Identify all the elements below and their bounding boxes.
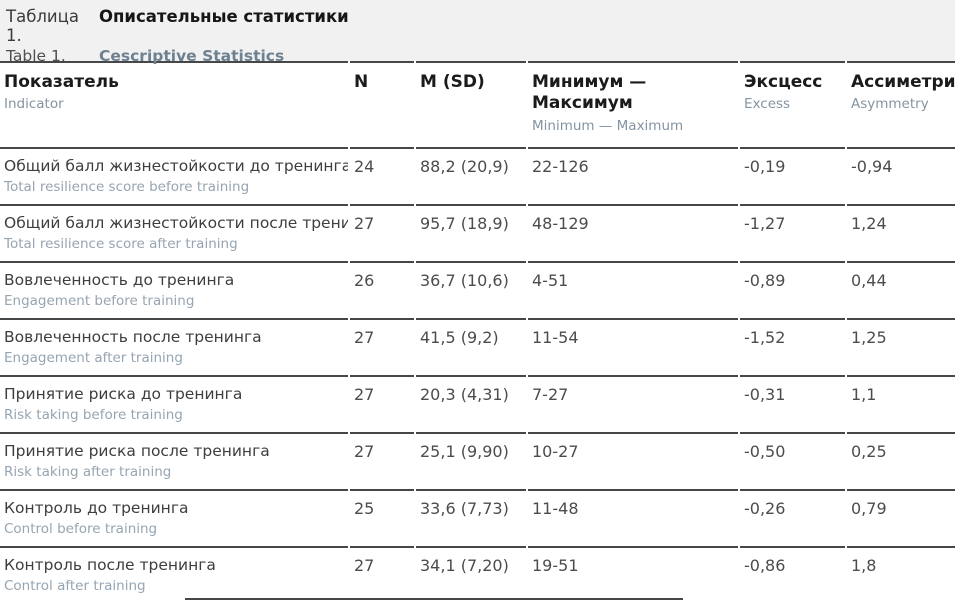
- indicator-en: Risk taking before training: [4, 407, 183, 424]
- min-max-cell: 10-27: [528, 432, 738, 489]
- column-header-indicator: Показатель Indicator: [0, 61, 348, 147]
- indicator-en: Risk taking after training: [4, 464, 172, 481]
- n-cell: 27: [350, 204, 414, 261]
- indicator-ru: Принятие риска до тренинга: [4, 385, 243, 403]
- m-sd-cell: 34,1 (7,20): [416, 546, 526, 600]
- column-header-asymmetry-en: Asymmetry: [851, 96, 929, 113]
- table-row: Принятие риска после тренинга Risk takin…: [0, 432, 955, 489]
- indicator-en: Total resilience score before training: [4, 179, 250, 196]
- next-row-border-fragment: [185, 598, 683, 600]
- table-row: Контроль после тренинга Control after tr…: [0, 546, 955, 600]
- excess-cell: -0,89: [740, 261, 845, 318]
- column-header-asymmetry: Ассиметрия Asymmetry: [847, 61, 955, 147]
- table-row: Общий балл жизнестойкости после тренинга…: [0, 204, 955, 261]
- min-max-cell: 11-54: [528, 318, 738, 375]
- asymmetry-cell: 1,1: [847, 375, 955, 432]
- m-sd-cell: 36,7 (10,6): [416, 261, 526, 318]
- min-max-cell: 19-51: [528, 546, 738, 600]
- m-sd-cell: 41,5 (9,2): [416, 318, 526, 375]
- indicator-en: Engagement after training: [4, 350, 183, 367]
- indicator-cell: Общий балл жизнестойкости до тренинга To…: [0, 147, 348, 204]
- column-header-excess-en: Excess: [744, 96, 791, 113]
- column-header-min-max: Минимум — Максимум Minimum — Maximum: [528, 61, 738, 147]
- table-row: Вовлеченность до тренинга Engagement bef…: [0, 261, 955, 318]
- asymmetry-cell: -0,94: [847, 147, 955, 204]
- column-header-min-max-en: Minimum — Maximum: [532, 117, 684, 134]
- column-header-indicator-en: Indicator: [4, 96, 64, 113]
- caption-label-ru: Таблица 1.: [6, 7, 79, 45]
- excess-cell: -0,50: [740, 432, 845, 489]
- excess-cell: -0,31: [740, 375, 845, 432]
- column-header-indicator-ru: Показатель: [4, 72, 119, 92]
- n-cell: 27: [350, 375, 414, 432]
- min-max-cell: 11-48: [528, 489, 738, 546]
- table-caption: Таблица 1. Описательные статистики Table…: [0, 0, 955, 65]
- excess-cell: -0,86: [740, 546, 845, 600]
- column-header-asymmetry-ru: Ассиметрия: [851, 72, 955, 92]
- asymmetry-cell: 0,25: [847, 432, 955, 489]
- caption-grid: Таблица 1. Описательные статистики Table…: [6, 7, 947, 65]
- asymmetry-cell: 1,25: [847, 318, 955, 375]
- column-header-m-sd-label: M (SD): [420, 72, 485, 92]
- indicator-cell: Контроль до тренинга Control before trai…: [0, 489, 348, 546]
- indicator-ru: Вовлеченность до тренинга: [4, 271, 235, 289]
- indicator-cell: Принятие риска до тренинга Risk taking b…: [0, 375, 348, 432]
- column-header-n: N: [350, 61, 414, 147]
- table-row: Вовлеченность после тренинга Engagement …: [0, 318, 955, 375]
- m-sd-cell: 25,1 (9,90): [416, 432, 526, 489]
- excess-cell: -1,27: [740, 204, 845, 261]
- excess-cell: -0,19: [740, 147, 845, 204]
- caption-title-ru: Описательные статистики: [99, 7, 349, 26]
- indicator-en: Total resilience score after training: [4, 236, 238, 253]
- indicator-ru: Принятие риска после тренинга: [4, 442, 270, 460]
- m-sd-cell: 88,2 (20,9): [416, 147, 526, 204]
- n-cell: 27: [350, 546, 414, 600]
- min-max-cell: 22-126: [528, 147, 738, 204]
- column-header-excess: Эксцесс Excess: [740, 61, 845, 147]
- n-cell: 25: [350, 489, 414, 546]
- indicator-ru: Общий балл жизнестойкости после тренинга: [4, 214, 348, 232]
- indicator-en: Control after training: [4, 578, 146, 595]
- indicator-cell: Принятие риска после тренинга Risk takin…: [0, 432, 348, 489]
- table-row: Контроль до тренинга Control before trai…: [0, 489, 955, 546]
- indicator-ru: Общий балл жизнестойкости до тренинга: [4, 157, 348, 175]
- min-max-cell: 4-51: [528, 261, 738, 318]
- column-header-min-max-ru: Минимум — Максимум: [532, 72, 647, 114]
- table-row: Общий балл жизнестойкости до тренинга To…: [0, 147, 955, 204]
- indicator-ru: Контроль до тренинга: [4, 499, 189, 517]
- indicator-ru: Контроль после тренинга: [4, 556, 216, 574]
- n-cell: 26: [350, 261, 414, 318]
- m-sd-cell: 20,3 (4,31): [416, 375, 526, 432]
- indicator-cell: Контроль после тренинга Control after tr…: [0, 546, 348, 600]
- indicator-en: Control before training: [4, 521, 158, 538]
- column-header-m-sd: M (SD): [416, 61, 526, 147]
- indicator-cell: Вовлеченность до тренинга Engagement bef…: [0, 261, 348, 318]
- n-cell: 27: [350, 318, 414, 375]
- n-cell: 27: [350, 432, 414, 489]
- excess-cell: -0,26: [740, 489, 845, 546]
- column-header-n-label: N: [354, 72, 369, 92]
- indicator-cell: Общий балл жизнестойкости после тренинга…: [0, 204, 348, 261]
- m-sd-cell: 95,7 (18,9): [416, 204, 526, 261]
- n-cell: 24: [350, 147, 414, 204]
- indicator-cell: Вовлеченность после тренинга Engagement …: [0, 318, 348, 375]
- caption-title-en: Cescriptive Statistics: [99, 47, 285, 65]
- asymmetry-cell: 0,79: [847, 489, 955, 546]
- asymmetry-cell: 1,8: [847, 546, 955, 600]
- indicator-en: Engagement before training: [4, 293, 195, 310]
- m-sd-cell: 33,6 (7,73): [416, 489, 526, 546]
- min-max-cell: 7-27: [528, 375, 738, 432]
- excess-cell: -1,52: [740, 318, 845, 375]
- table-header-row: Показатель Indicator N M (SD) Минимум — …: [0, 61, 955, 147]
- asymmetry-cell: 0,44: [847, 261, 955, 318]
- min-max-cell: 48-129: [528, 204, 738, 261]
- asymmetry-cell: 1,24: [847, 204, 955, 261]
- table-row: Принятие риска до тренинга Risk taking b…: [0, 375, 955, 432]
- caption-label-en: Table 1.: [6, 47, 66, 65]
- column-header-excess-ru: Эксцесс: [744, 72, 823, 92]
- descriptive-statistics-table: Показатель Indicator N M (SD) Минимум — …: [0, 61, 955, 600]
- indicator-ru: Вовлеченность после тренинга: [4, 328, 262, 346]
